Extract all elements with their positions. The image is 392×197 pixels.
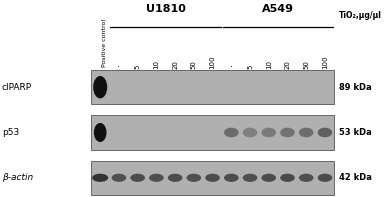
Ellipse shape: [280, 128, 295, 137]
Ellipse shape: [224, 128, 239, 137]
Ellipse shape: [92, 174, 108, 182]
Ellipse shape: [187, 174, 201, 182]
Ellipse shape: [261, 128, 276, 137]
Text: 89 kDa: 89 kDa: [339, 83, 372, 92]
Text: TiO₂,μg/μl: TiO₂,μg/μl: [339, 11, 382, 20]
Text: U1810: U1810: [146, 4, 186, 14]
Text: 20: 20: [172, 60, 178, 69]
Text: 100: 100: [210, 55, 216, 69]
Text: .: .: [118, 59, 120, 69]
Text: Positive control: Positive control: [102, 19, 107, 67]
Ellipse shape: [318, 174, 332, 182]
Ellipse shape: [299, 174, 314, 182]
FancyBboxPatch shape: [91, 161, 334, 195]
Text: 50: 50: [191, 60, 197, 69]
Text: 5: 5: [247, 65, 253, 69]
Text: 42 kDa: 42 kDa: [339, 173, 372, 182]
Text: 100: 100: [322, 55, 328, 69]
Ellipse shape: [280, 174, 295, 182]
Ellipse shape: [149, 174, 164, 182]
Text: .: .: [230, 59, 233, 69]
Ellipse shape: [243, 174, 257, 182]
Ellipse shape: [243, 128, 257, 137]
Text: 5: 5: [134, 65, 141, 69]
FancyBboxPatch shape: [91, 70, 334, 104]
Text: cIPARP: cIPARP: [2, 83, 32, 92]
FancyBboxPatch shape: [91, 115, 334, 150]
Text: 10: 10: [266, 60, 272, 69]
Ellipse shape: [299, 128, 314, 137]
Text: p53: p53: [2, 128, 19, 137]
Text: A549: A549: [262, 4, 294, 14]
Ellipse shape: [224, 174, 239, 182]
Ellipse shape: [93, 76, 107, 98]
Ellipse shape: [112, 174, 126, 182]
Text: 53 kDa: 53 kDa: [339, 128, 372, 137]
Ellipse shape: [205, 174, 220, 182]
Text: 50: 50: [303, 60, 309, 69]
Ellipse shape: [131, 174, 145, 182]
Text: 20: 20: [285, 60, 290, 69]
Ellipse shape: [94, 123, 107, 142]
Ellipse shape: [261, 174, 276, 182]
Ellipse shape: [318, 128, 332, 137]
Text: β-actin: β-actin: [2, 173, 33, 182]
Ellipse shape: [168, 174, 182, 182]
Text: 10: 10: [153, 60, 160, 69]
